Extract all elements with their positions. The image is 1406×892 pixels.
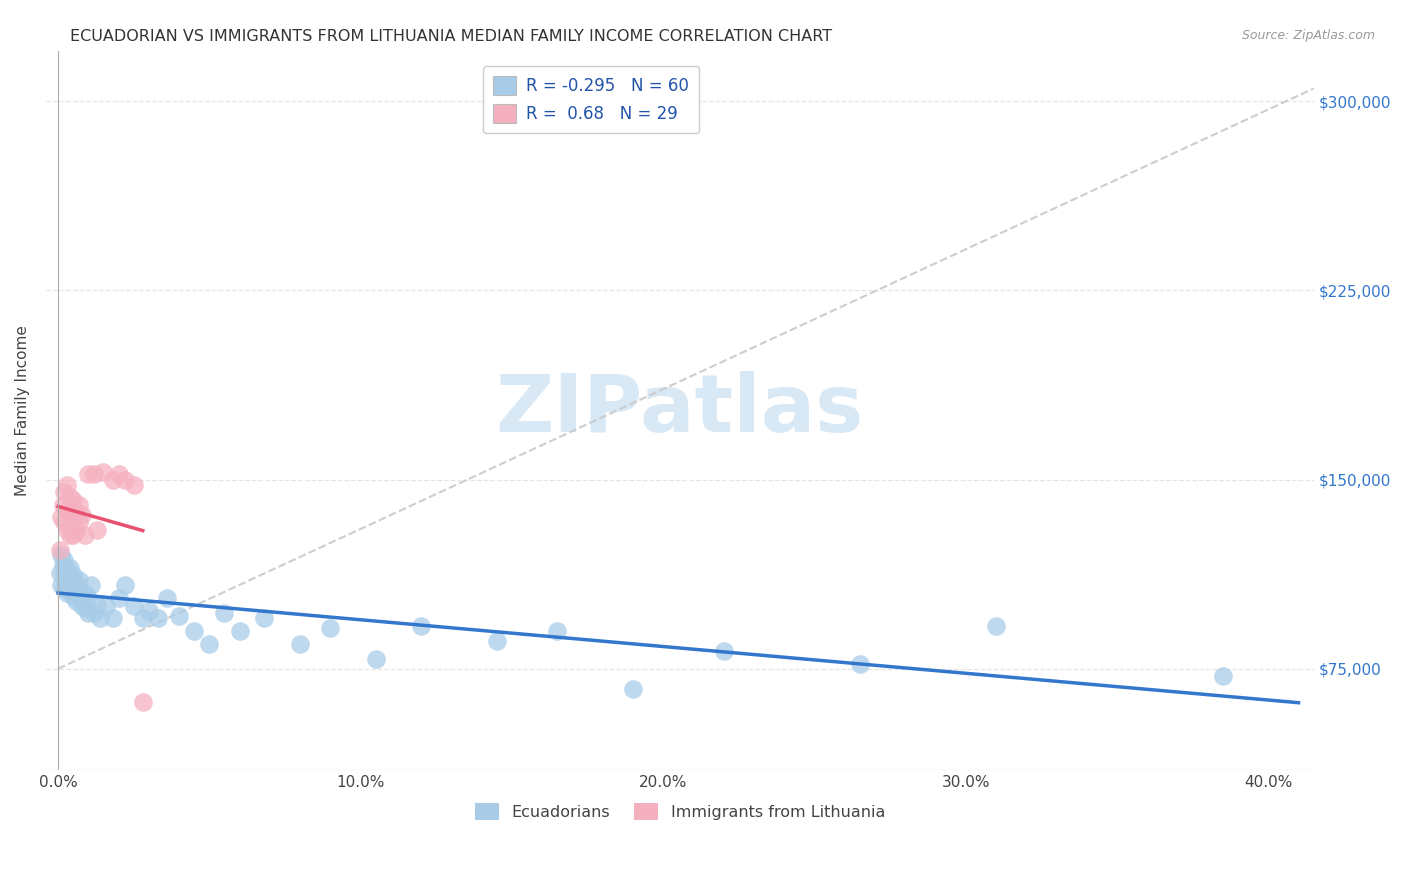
Point [485,634,508,648]
Point [319,621,342,635]
Point [65,523,87,537]
Text: ZIPatlas: ZIPatlas [496,371,863,450]
Point [59,568,82,582]
Point [80,578,103,592]
Point [52,498,75,512]
Point [364,651,387,665]
Point [75,586,97,600]
Point [156,591,179,606]
Point [65,586,87,600]
Point [114,578,136,592]
Point [56,578,79,592]
Point [56,503,79,517]
Point [59,528,82,542]
Point [56,477,79,491]
Point [93,465,115,479]
Point [56,574,79,588]
Point [122,477,145,491]
Point [214,606,236,620]
Point [1212,669,1234,683]
Point [183,624,205,638]
Point [107,591,129,606]
Point [65,576,87,591]
Point [62,510,84,524]
Text: ECUADORIAN VS IMMIGRANTS FROM LITHUANIA MEDIAN FAMILY INCOME CORRELATION CHART: ECUADORIAN VS IMMIGRANTS FROM LITHUANIA … [70,29,832,44]
Point [122,599,145,613]
Text: Source: ZipAtlas.com: Source: ZipAtlas.com [1241,29,1375,42]
Point [52,558,75,573]
Point [48,566,70,580]
Point [65,505,87,519]
Point [83,606,105,620]
Point [77,606,100,620]
Point [86,523,108,537]
Point [53,553,76,567]
Point [411,619,433,633]
Point [53,485,76,500]
Point [62,589,84,603]
Point [228,624,250,638]
Point [67,581,90,595]
Point [86,599,108,613]
Point [101,473,124,487]
Point [53,568,76,582]
Point [114,473,136,487]
Point [138,604,160,618]
Point [96,599,118,613]
Point [72,599,94,613]
Point [53,516,76,530]
Legend: Ecuadorians, Immigrants from Lithuania: Ecuadorians, Immigrants from Lithuania [468,797,891,826]
Point [56,563,79,577]
Point [67,516,90,530]
Point [56,523,79,537]
Point [53,581,76,595]
Point [49,510,72,524]
Point [62,583,84,598]
Point [546,624,568,638]
Point [107,467,129,482]
Point [253,611,276,625]
Point [72,508,94,522]
Point [67,591,90,606]
Point [75,528,97,542]
Point [62,492,84,507]
Point [83,467,105,482]
Point [72,589,94,603]
Point [146,611,169,625]
Point [65,593,87,607]
Point [89,611,111,625]
Point [198,636,221,650]
Point [59,508,82,522]
Point [621,681,644,696]
Point [62,576,84,591]
Point [59,583,82,598]
Point [59,490,82,504]
Point [67,574,90,588]
Point [713,644,735,658]
Point [101,611,124,625]
Point [75,601,97,615]
Point [49,548,72,562]
Point [77,591,100,606]
Point [132,611,155,625]
Point [59,561,82,575]
Point [132,694,155,708]
Point [49,578,72,592]
Point [288,636,311,650]
Point [62,568,84,582]
Point [77,467,100,482]
Point [849,657,872,671]
Point [48,543,70,558]
Point [62,528,84,542]
Y-axis label: Median Family Income: Median Family Income [15,325,30,496]
Point [67,498,90,512]
Point [984,619,1007,633]
Point [56,586,79,600]
Point [167,608,190,623]
